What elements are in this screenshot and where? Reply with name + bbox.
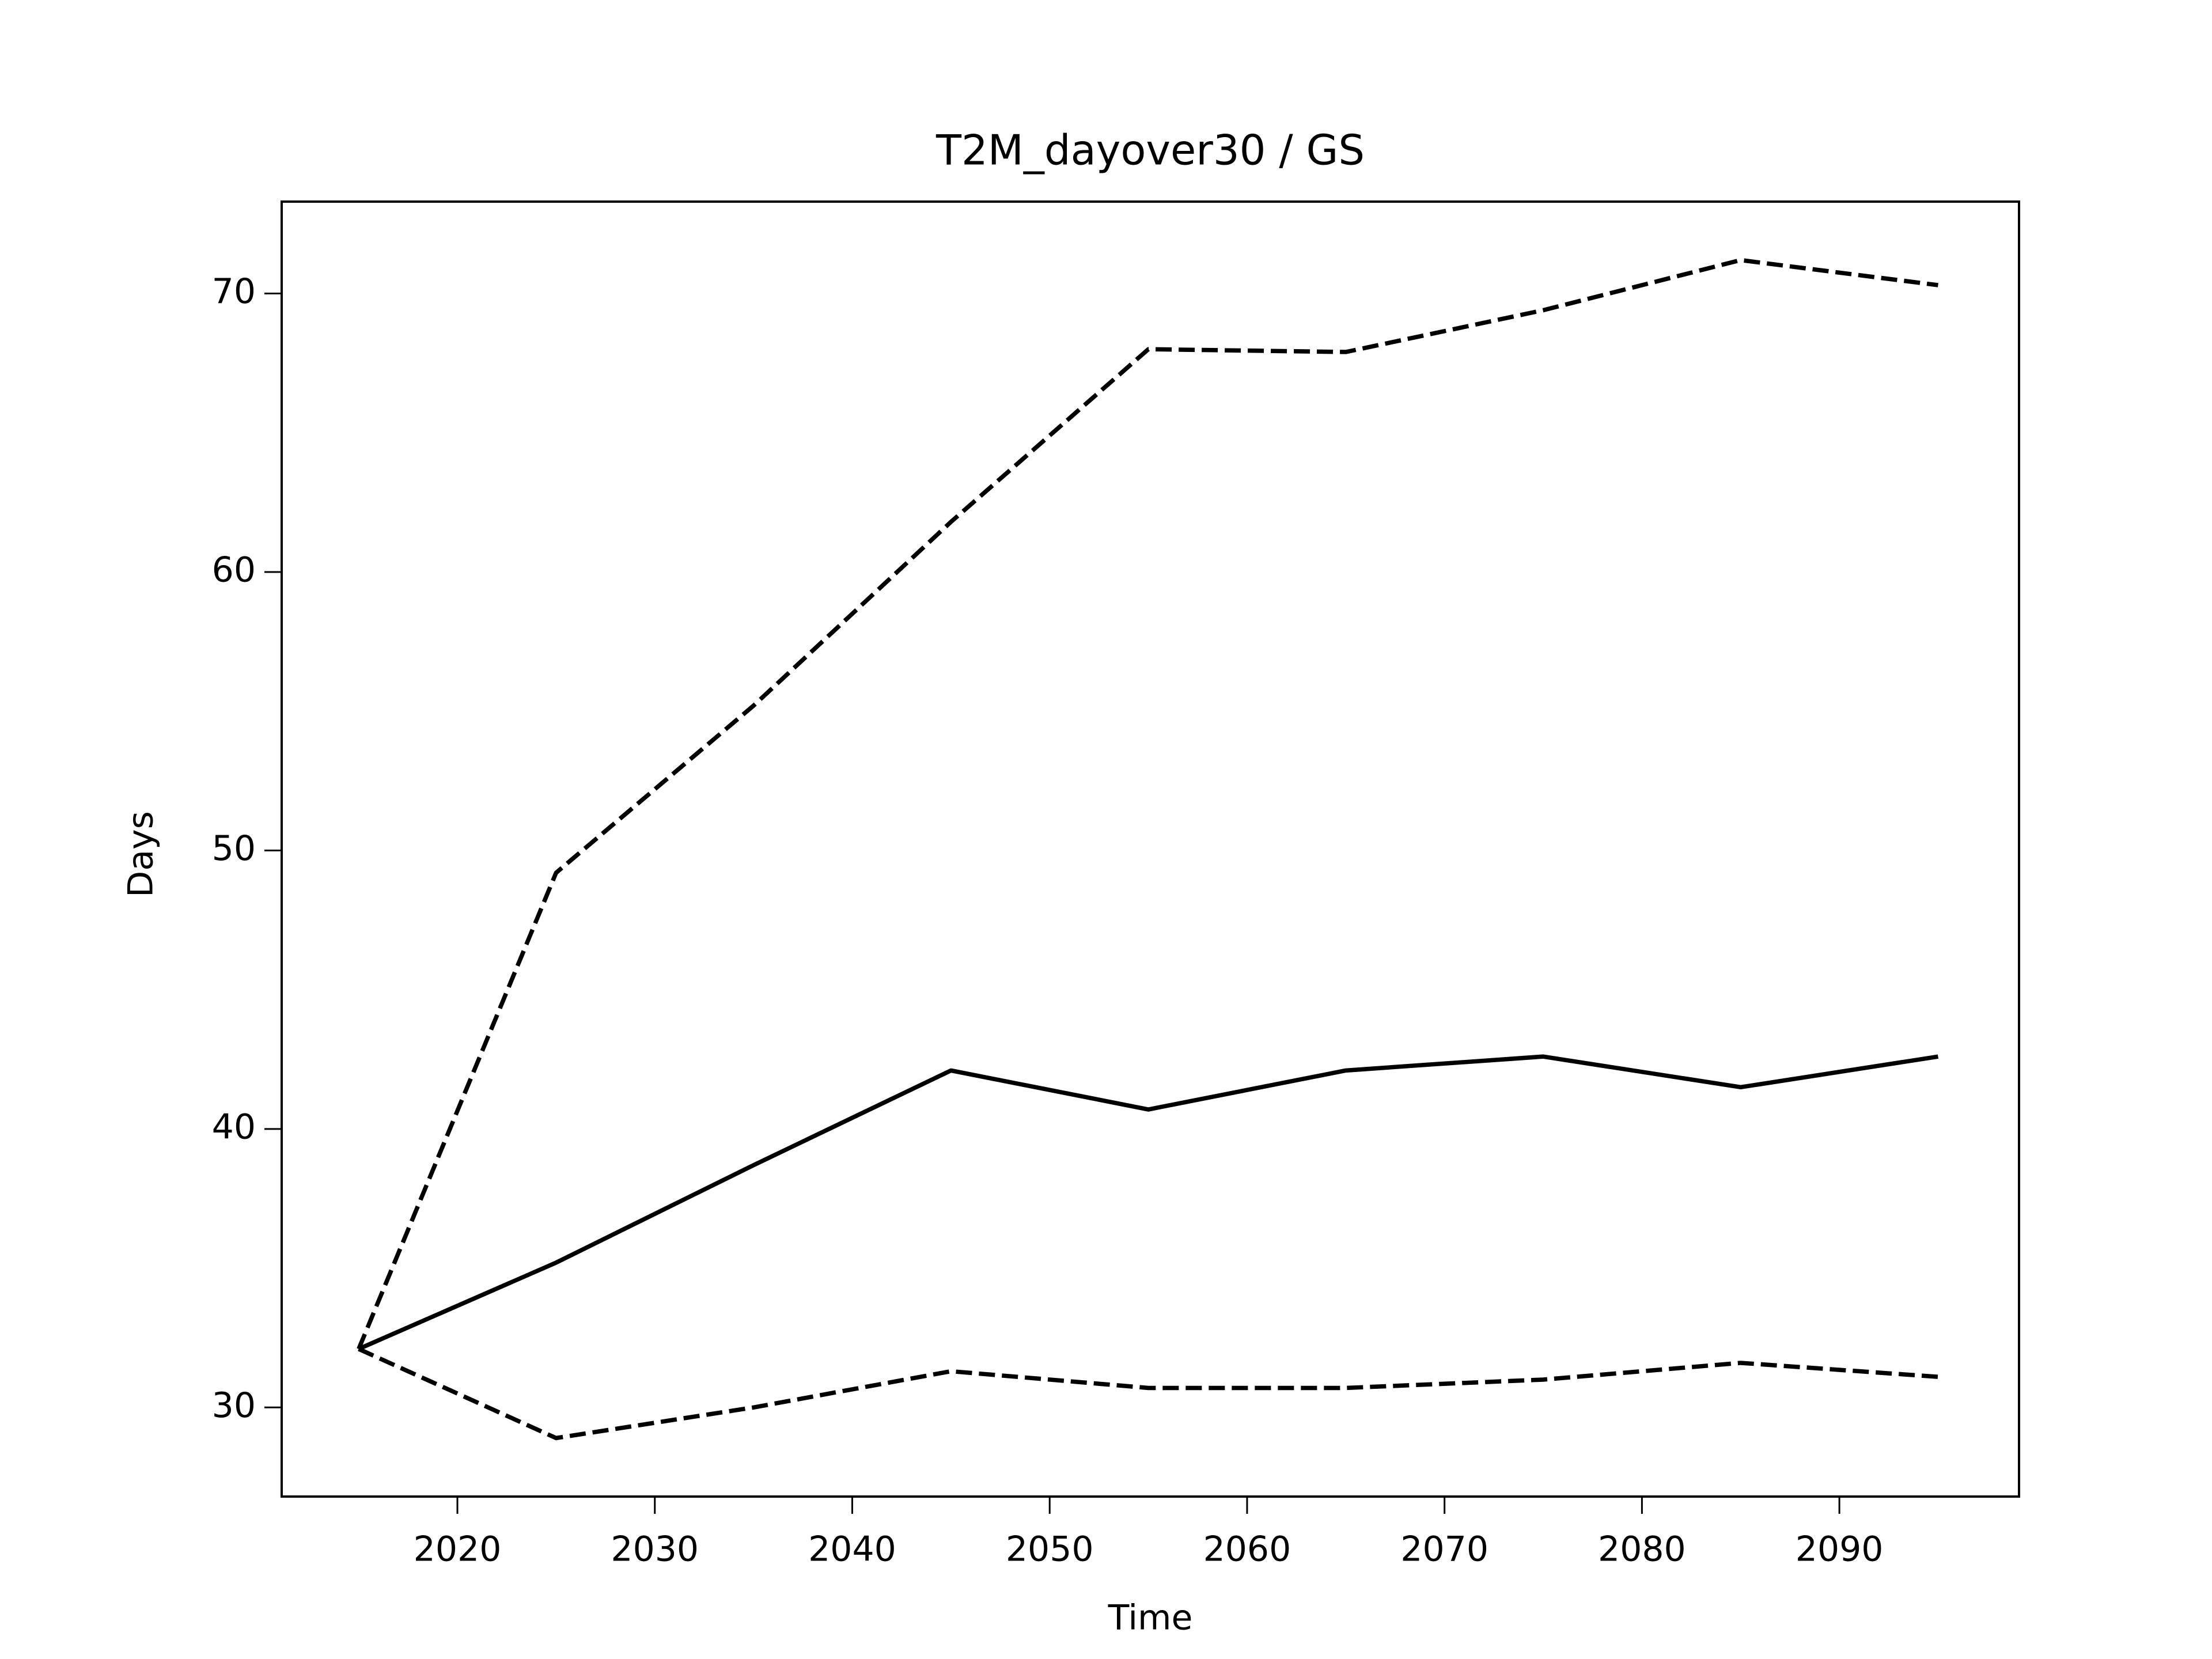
y-tick-label: 30 — [212, 1385, 256, 1426]
x-tick-label: 2050 — [1006, 1529, 1094, 1570]
x-tick-label: 2040 — [808, 1529, 896, 1570]
series-line — [357, 257, 1938, 1350]
plot-frame — [281, 200, 2020, 1498]
chart-title: T2M_dayover30 / GS — [935, 126, 1365, 175]
x-tick-label: 2020 — [414, 1529, 502, 1570]
series-line — [358, 1347, 1938, 1441]
y-tick-label: 70 — [212, 271, 256, 312]
x-tick-label: 2060 — [1203, 1529, 1291, 1570]
x-tick-label: 2080 — [1598, 1529, 1686, 1570]
y-tick-label: 40 — [212, 1107, 256, 1147]
x-tick-label: 2070 — [1400, 1529, 1488, 1570]
y-tick-label: 60 — [212, 550, 256, 590]
x-tick-label: 2030 — [611, 1529, 699, 1570]
y-axis-label: Days — [121, 811, 161, 897]
series-line — [358, 1054, 1939, 1351]
x-tick-label: 2090 — [1796, 1529, 1884, 1570]
y-tick-label: 50 — [212, 828, 256, 869]
x-axis-label: Time — [1108, 1598, 1193, 1638]
